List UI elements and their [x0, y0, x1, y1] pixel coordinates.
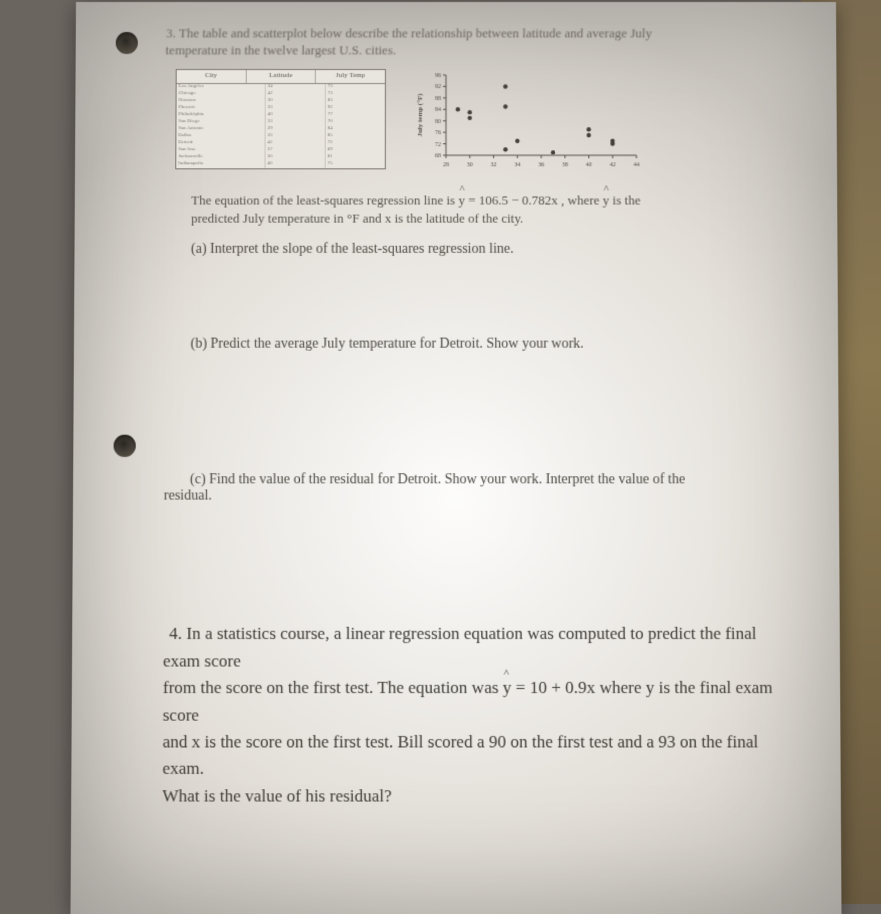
- svg-text:44: 44: [633, 162, 639, 168]
- eqn-text-4: predicted July temperature in °F and x i…: [191, 211, 523, 226]
- question-4: 4. In a statistics course, a linear regr…: [162, 621, 780, 809]
- q3-figures: City Latitude July Temp Los Angeles3473C…: [175, 69, 777, 173]
- eqn-text-2: = 106.5 − 0.782x , where: [464, 193, 602, 208]
- eqn-text-1: The equation of the least-squares regres…: [191, 193, 458, 208]
- svg-text:88: 88: [434, 96, 440, 102]
- svg-text:72: 72: [434, 142, 440, 148]
- punch-hole: [113, 435, 135, 457]
- table-row: San Jose3769: [176, 147, 385, 154]
- svg-text:96: 96: [434, 73, 440, 79]
- col-temp: July Temp: [316, 70, 385, 83]
- svg-text:42: 42: [609, 162, 615, 168]
- table-row: Jacksonville3081: [176, 154, 385, 161]
- part-b: (b) Predict the average July temperature…: [190, 337, 777, 353]
- eqn-text-3: is the: [609, 193, 640, 208]
- svg-text:30: 30: [466, 162, 472, 168]
- svg-text:92: 92: [434, 85, 440, 91]
- svg-text:July temp (°F): July temp (°F): [415, 93, 423, 137]
- regression-equation: The equation of the least-squares regres…: [191, 192, 777, 229]
- table-row: Indianapolis4075: [176, 161, 385, 168]
- svg-text:32: 32: [490, 162, 496, 168]
- svg-text:80: 80: [434, 119, 440, 125]
- table-body: Los Angeles3473Chicago4273Houston3083Pho…: [176, 84, 385, 168]
- y-hat: y: [502, 675, 511, 702]
- scatterplot: 28 30 32 34 36 38 40 42 44 68 72 76 80 84 88 92 96 Latitu…: [411, 69, 642, 173]
- svg-text:28: 28: [442, 162, 448, 168]
- table-row: Detroit4272: [176, 140, 384, 147]
- svg-text:38: 38: [562, 162, 568, 168]
- q3-intro: 3. The table and scatterplot below descr…: [165, 25, 777, 57]
- y-hat: y: [458, 192, 465, 210]
- part-c-line2: residual.: [163, 489, 211, 504]
- worksheet-page: 3. The table and scatterplot below descr…: [70, 2, 841, 914]
- q3-intro-line1: 3. The table and scatterplot below descr…: [165, 26, 651, 40]
- city-table: City Latitude July Temp Los Angeles3473C…: [175, 69, 386, 169]
- svg-text:84: 84: [434, 107, 440, 113]
- col-lat: Latitude: [246, 70, 316, 83]
- scatter-svg: 28 30 32 34 36 38 40 42 44 68 72 76 80 84 88 92 96 Latitu…: [411, 69, 642, 173]
- part-c: (c) Find the value of the residual for D…: [189, 473, 778, 505]
- punch-hole: [115, 32, 137, 54]
- table-row: San Diego3370: [176, 119, 384, 126]
- svg-text:36: 36: [538, 162, 544, 168]
- table-row: Chicago4273: [176, 91, 384, 98]
- svg-text:Latitude: Latitude: [528, 171, 554, 173]
- col-city: City: [176, 70, 246, 83]
- q4-line4: What is the value of his residual?: [162, 786, 392, 805]
- svg-text:34: 34: [514, 162, 520, 168]
- table-row: Houston3083: [176, 98, 384, 105]
- table-row: Philadelphia4077: [176, 112, 384, 119]
- q4-line3: and x is the score on the first test. Bi…: [162, 732, 758, 778]
- table-row: Dallas3385: [176, 133, 384, 140]
- q4-line1: 4. In a statistics course, a linear regr…: [162, 624, 756, 670]
- part-c-line1: (c) Find the value of the residual for D…: [189, 473, 684, 488]
- svg-text:40: 40: [585, 162, 591, 168]
- table-header: City Latitude July Temp: [176, 70, 384, 84]
- part-a: (a) Interpret the slope of the least-squ…: [190, 242, 776, 258]
- table-row: Los Angeles3473: [176, 84, 384, 91]
- y-hat: y: [602, 192, 609, 210]
- q4-line2a: from the score on the first test. The eq…: [162, 678, 502, 697]
- table-row: San Antonio2984: [176, 126, 384, 133]
- svg-text:76: 76: [434, 130, 440, 136]
- q3-intro-line2: temperature in the twelve largest U.S. c…: [165, 42, 396, 56]
- svg-text:68: 68: [434, 153, 440, 159]
- table-row: Phoenix3392: [176, 105, 384, 112]
